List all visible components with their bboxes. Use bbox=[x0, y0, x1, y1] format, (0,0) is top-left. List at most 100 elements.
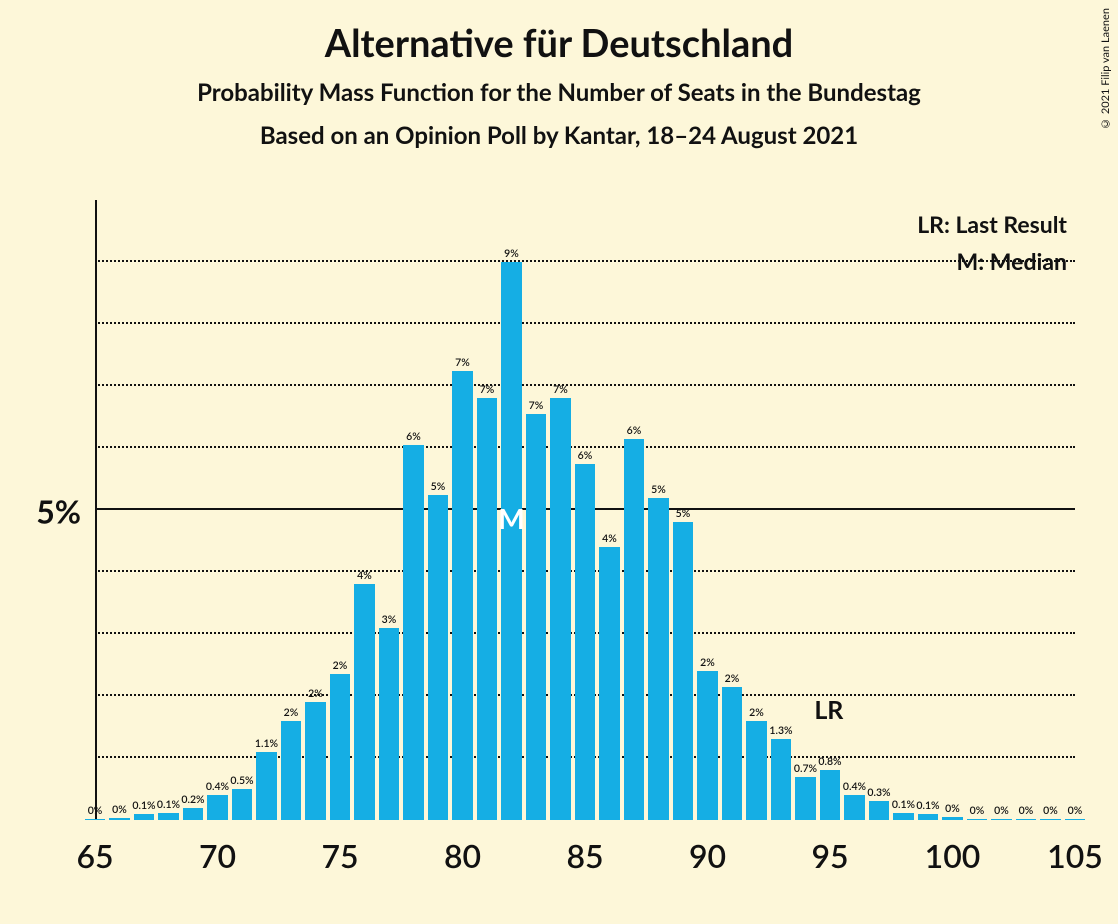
bar: 0.1% bbox=[157, 813, 179, 820]
bar-value-label: 0% bbox=[1043, 805, 1058, 817]
bar-value-label: 0.4% bbox=[206, 781, 229, 793]
bar-fill bbox=[820, 770, 840, 820]
bar: 0.1% bbox=[133, 814, 155, 820]
bar-value-label: 2% bbox=[725, 673, 740, 685]
bar-fill bbox=[281, 721, 301, 820]
bar: 7% bbox=[525, 414, 547, 820]
bar: 7% bbox=[549, 398, 571, 820]
bar-fill bbox=[428, 495, 448, 821]
bar-value-label: 0.1% bbox=[157, 799, 180, 811]
bar-fill bbox=[207, 795, 227, 820]
bar: 9% bbox=[500, 262, 522, 820]
x-tick-label: 95 bbox=[811, 836, 848, 875]
bar-fill bbox=[85, 819, 105, 820]
chart-subtitle-2: Based on an Opinion Poll by Kantar, 18–2… bbox=[0, 121, 1118, 150]
bar: 0.1% bbox=[917, 814, 939, 820]
x-tick-label: 80 bbox=[444, 836, 481, 875]
bar-value-label: 0.1% bbox=[892, 799, 915, 811]
bar-value-label: 0% bbox=[945, 803, 960, 815]
bar-fill bbox=[869, 801, 889, 820]
bar-fill bbox=[1065, 819, 1085, 820]
bar-value-label: 6% bbox=[578, 450, 593, 462]
bar: 6% bbox=[402, 445, 424, 820]
bar-value-label: 2% bbox=[308, 688, 323, 700]
bar: 0.8% bbox=[819, 770, 841, 820]
bar-value-label: 9% bbox=[504, 248, 519, 260]
bar: 0.4% bbox=[843, 795, 865, 820]
bar-value-label: 7% bbox=[553, 384, 568, 396]
bar-fill bbox=[648, 498, 668, 820]
bar-value-label: 0.2% bbox=[181, 794, 204, 806]
bar: 2% bbox=[304, 702, 326, 820]
bar-fill bbox=[403, 445, 423, 820]
bar-container: 0%0%0.1%0.1%0.2%0.4%0.5%1.1%2%2%2%4%3%6%… bbox=[95, 200, 1075, 820]
bar-fill bbox=[991, 819, 1011, 820]
bar-value-label: 0% bbox=[88, 805, 103, 817]
bar: 2% bbox=[696, 671, 718, 820]
bar-value-label: 2% bbox=[333, 660, 348, 672]
bar-value-label: 0% bbox=[970, 805, 985, 817]
legend-m: M: Median bbox=[917, 243, 1067, 280]
bar-value-label: 7% bbox=[480, 384, 495, 396]
bar-fill bbox=[1040, 819, 1060, 820]
x-tick-label: 85 bbox=[566, 836, 603, 875]
bar-fill bbox=[305, 702, 325, 820]
bar-value-label: 3% bbox=[382, 614, 397, 626]
bar-value-label: 0.7% bbox=[794, 763, 817, 775]
median-marker: M bbox=[498, 501, 524, 535]
bar-value-label: 0.1% bbox=[132, 800, 155, 812]
bar-value-label: 2% bbox=[284, 707, 299, 719]
bar-fill bbox=[771, 739, 791, 820]
bar-value-label: 2% bbox=[749, 707, 764, 719]
x-tick-label: 70 bbox=[199, 836, 236, 875]
bar-fill bbox=[893, 813, 913, 820]
bar-fill bbox=[575, 464, 595, 821]
bar-value-label: 5% bbox=[651, 484, 666, 496]
bar-value-label: 0% bbox=[1019, 805, 1034, 817]
bar-fill bbox=[477, 398, 497, 820]
bar-fill bbox=[550, 398, 570, 820]
bar-value-label: 0.8% bbox=[818, 756, 841, 768]
bar-value-label: 5% bbox=[676, 508, 691, 520]
bar-fill bbox=[183, 808, 203, 820]
bar-value-label: 0% bbox=[1068, 805, 1083, 817]
bar-fill bbox=[501, 262, 521, 820]
bar: 7% bbox=[476, 398, 498, 820]
x-tick-label: 100 bbox=[925, 836, 981, 875]
bar: 5% bbox=[672, 522, 694, 820]
bar: 0% bbox=[990, 819, 1012, 820]
plot-area: 0%0%0.1%0.1%0.2%0.4%0.5%1.1%2%2%2%4%3%6%… bbox=[95, 200, 1075, 820]
bar-value-label: 0.3% bbox=[867, 787, 890, 799]
bar-value-label: 4% bbox=[357, 570, 372, 582]
bar-fill bbox=[109, 818, 129, 820]
bar-value-label: 5% bbox=[431, 481, 446, 493]
bar: 1.1% bbox=[255, 752, 277, 820]
bar-fill bbox=[330, 674, 350, 820]
bar-fill bbox=[795, 777, 815, 820]
bar-fill bbox=[967, 819, 987, 820]
chart-title: Alternative für Deutschland bbox=[0, 20, 1118, 66]
bar-fill bbox=[526, 414, 546, 820]
bar-fill bbox=[379, 628, 399, 820]
bar-value-label: 0.1% bbox=[916, 800, 939, 812]
bar: 0.7% bbox=[794, 777, 816, 820]
bar-fill bbox=[1016, 819, 1036, 820]
bar: 0.4% bbox=[206, 795, 228, 820]
bar-value-label: 4% bbox=[602, 533, 617, 545]
bar: 0.1% bbox=[892, 813, 914, 820]
bar-value-label: 7% bbox=[529, 400, 544, 412]
bar: 0% bbox=[1064, 819, 1086, 820]
bar: 0% bbox=[1039, 819, 1061, 820]
bar-fill bbox=[232, 789, 252, 820]
bar-value-label: 6% bbox=[627, 425, 642, 437]
bar-value-label: 7% bbox=[455, 357, 470, 369]
bar: 0.3% bbox=[868, 801, 890, 820]
bar: 5% bbox=[647, 498, 669, 820]
bar: 2% bbox=[329, 674, 351, 820]
bar-fill bbox=[942, 817, 962, 820]
bar-fill bbox=[746, 721, 766, 820]
bar-value-label: 1.3% bbox=[769, 725, 792, 737]
bar: 4% bbox=[598, 547, 620, 820]
bar: 2% bbox=[280, 721, 302, 820]
chart-subtitle-1: Probability Mass Function for the Number… bbox=[0, 78, 1118, 107]
